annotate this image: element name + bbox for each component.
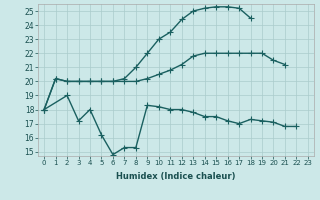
X-axis label: Humidex (Indice chaleur): Humidex (Indice chaleur) [116, 172, 236, 181]
